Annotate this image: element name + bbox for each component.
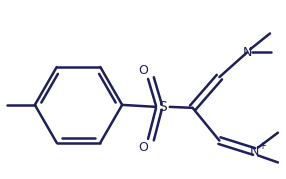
Text: O: O xyxy=(138,64,148,77)
Text: O: O xyxy=(138,141,148,154)
Text: N: N xyxy=(243,46,252,59)
Text: S: S xyxy=(158,100,167,114)
Text: +: + xyxy=(258,141,266,151)
Text: N: N xyxy=(249,145,259,158)
